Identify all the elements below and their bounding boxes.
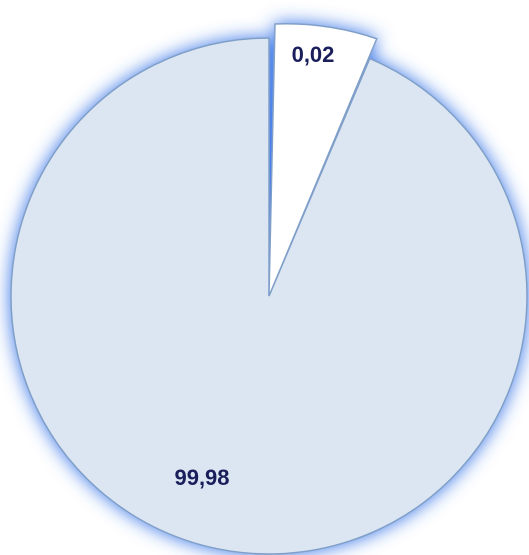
slice-label-small: 0,02 — [292, 42, 335, 67]
pie-slice-small — [268, 23, 378, 297]
slice-label-large: 99,98 — [174, 465, 229, 490]
